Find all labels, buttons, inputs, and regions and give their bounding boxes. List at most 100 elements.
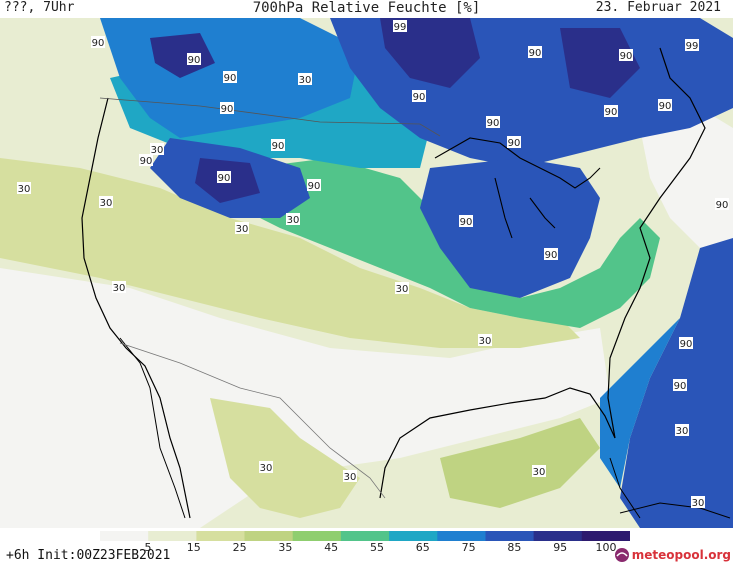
dark-core-hudson [380,18,480,88]
contour-label-30: 30 [532,465,546,478]
svg-text:90: 90 [716,200,729,211]
svg-text:90: 90 [680,339,693,350]
contour-label-90: 90 [139,154,153,167]
colorbar-tick-label: 35 [278,541,293,554]
header-bar: ???, 7Uhr 700hPa Relative Feuchte [%] 23… [0,0,733,18]
contour-label-90: 90 [658,99,672,112]
colorbar-tick-label: 5 [144,541,152,554]
colorbar-swatch [389,531,438,541]
svg-text:30: 30 [396,284,409,295]
humidity-colorbar [100,531,630,541]
colorbar-tick-label: 15 [186,541,201,554]
svg-text:30: 30 [344,472,357,483]
contour-label-30: 30 [286,213,300,226]
colorbar-tick-label: 25 [232,541,247,554]
moderate-zone-gulf [440,418,600,508]
svg-text:90: 90 [413,92,426,103]
contour-label-90: 90 [544,248,558,261]
contour-label-30: 30 [150,143,164,156]
svg-text:90: 90 [545,250,558,261]
init-time-label: +6h Init:00Z23FEB2021 [6,548,171,563]
moderate-zone-west [0,158,580,348]
contour-label-30: 30 [691,496,705,509]
contour-label-90: 90 [715,198,729,211]
colorbar-swatch [485,531,535,541]
colorbar-tick-label: 75 [461,541,476,554]
svg-text:30: 30 [236,224,249,235]
svg-text:90: 90 [92,38,105,49]
colorbar-swatch [340,531,390,541]
svg-text:90: 90 [487,118,500,129]
svg-text:30: 30 [113,283,126,294]
great-lakes [434,137,601,239]
svg-text:90: 90 [460,217,473,228]
meteopool-logo-text: meteopool.org [631,548,731,562]
svg-text:90: 90 [140,156,153,167]
colorbar-tick-label: 45 [324,541,339,554]
map-title: 700hPa Relative Feuchte [%] [252,0,481,16]
svg-text:90: 90 [224,73,237,84]
teal-zone-atlantic-edge [600,318,680,488]
dark-core-quebec [560,28,640,98]
cuba-outline [619,502,731,519]
contour-label-90: 90 [604,105,618,118]
contour-label-90: 90 [271,139,285,152]
contour-label-90: 90 [673,379,687,392]
contour-label-90: 90 [528,46,542,59]
colorbar-swatch [196,531,246,541]
colorbar-tick-label: 65 [415,541,430,554]
contour-label-90: 90 [220,102,234,115]
forecast-date: 23. Februar 2021 [595,0,721,15]
contour-label-30: 30 [395,282,409,295]
contour-label-90: 90 [507,136,521,149]
contour-label-30: 30 [99,196,113,209]
svg-text:90: 90 [188,55,201,66]
svg-text:30: 30 [151,145,164,156]
svg-text:30: 30 [18,184,31,195]
svg-text:90: 90 [674,381,687,392]
contour-label-90: 90 [412,90,426,103]
contour-label-30: 30 [298,73,312,86]
humidity-map: 90 90 90 30 99 90 [0,18,733,528]
moderate-zone-south [210,398,360,518]
dry-zone-east [640,108,733,268]
contour-label-30: 30 [675,424,689,437]
svg-text:30: 30 [260,463,273,474]
svg-text:30: 30 [299,75,312,86]
contour-label-30: 30 [112,281,126,294]
contour-label-30: 30 [343,470,357,483]
contour-label-90: 90 [217,171,231,184]
contour-label-30: 30 [235,222,249,235]
svg-text:30: 30 [533,467,546,478]
contour-label-99: 99 [393,20,407,33]
colorbar-swatch [533,531,583,541]
colorbar-tick-labels: 5 15 25 35 45 55 65 75 85 95 100 [0,541,733,555]
contour-label-30: 30 [17,182,31,195]
meteopool-logo-icon [614,548,629,562]
contour-label-30: 30 [259,461,273,474]
svg-text:90: 90 [620,51,633,62]
svg-text:90: 90 [605,107,618,118]
meteopool-logo: meteopool.org [614,546,731,564]
east-coastline [607,47,706,439]
contour-label-90: 90 [679,337,693,350]
contour-label-90: 90 [91,36,105,49]
gulf-coastline [379,387,616,499]
svg-text:90: 90 [529,48,542,59]
svg-text:90: 90 [272,141,285,152]
contour-label-90: 90 [223,71,237,84]
colorbar-swatch [244,531,294,541]
svg-text:30: 30 [287,215,300,226]
colorbar-swatch [437,531,487,541]
colorbar-tick-label: 95 [553,541,568,554]
baja-coastline [119,337,186,519]
contour-label-90: 90 [619,49,633,62]
colorbar-swatch [148,531,197,541]
colorbar-tick-label: 55 [370,541,384,554]
colorbar-swatch [100,531,149,541]
florida-outline [609,457,641,519]
svg-text:90: 90 [308,181,321,192]
svg-text:90: 90 [508,138,521,149]
canada-us-border [99,97,441,137]
svg-text:30: 30 [692,498,705,509]
